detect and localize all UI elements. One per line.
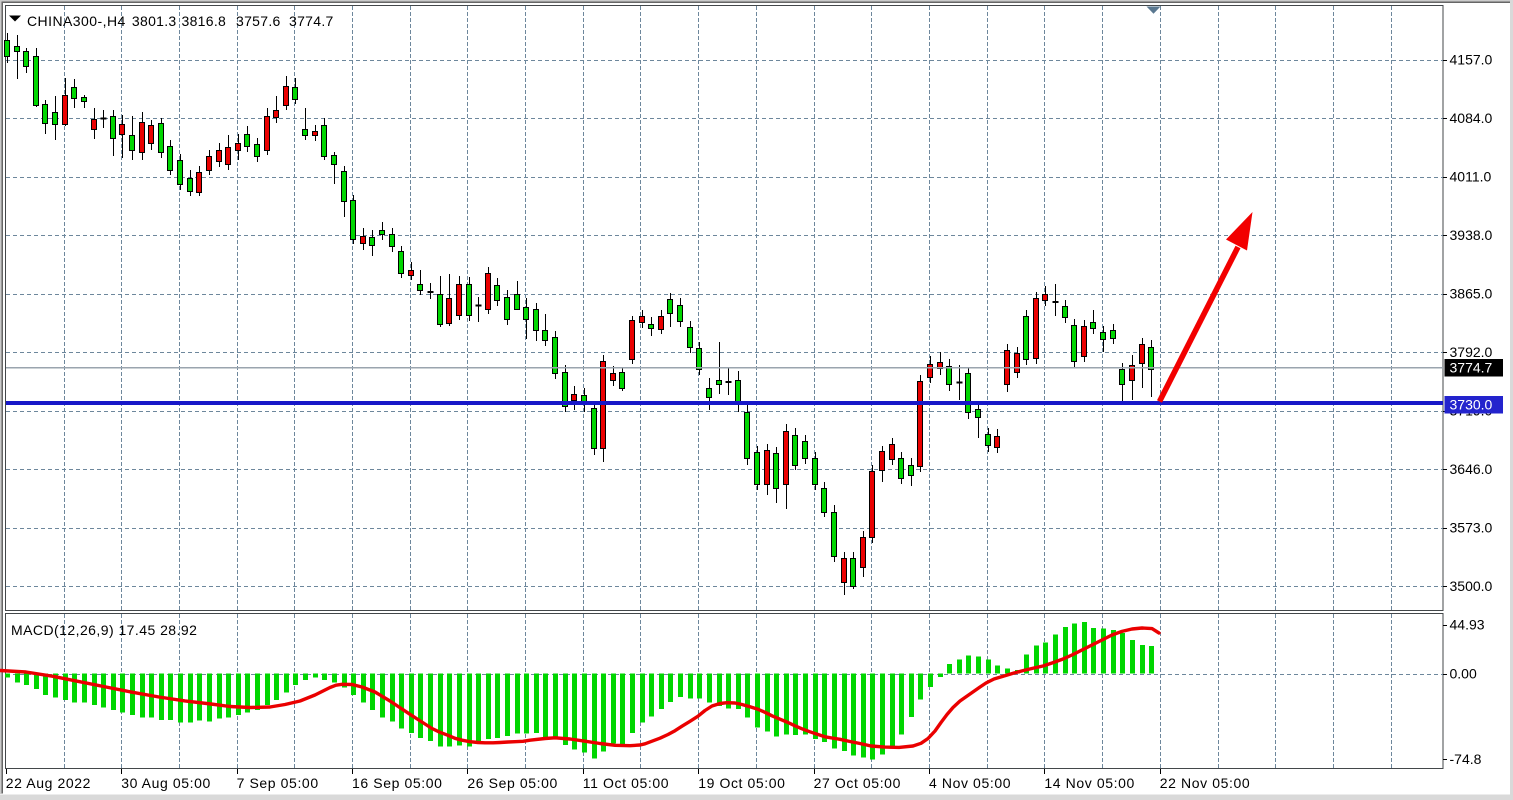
svg-text:3816.8: 3816.8 [182,13,227,29]
svg-text:4011.0: 4011.0 [1450,169,1492,185]
svg-text:3757.6: 3757.6 [236,13,281,29]
svg-text:MACD(12,26,9) 17.45 28.92: MACD(12,26,9) 17.45 28.92 [11,622,197,638]
svg-text:0.00: 0.00 [1450,666,1477,682]
svg-text:22 Aug 2022: 22 Aug 2022 [6,775,91,791]
svg-text:11 Oct 05:00: 11 Oct 05:00 [583,775,669,791]
svg-text:14 Nov 05:00: 14 Nov 05:00 [1044,775,1134,791]
svg-text:30 Aug 05:00: 30 Aug 05:00 [121,775,211,791]
svg-text:3792.0: 3792.0 [1450,344,1493,360]
svg-text:3573.0: 3573.0 [1450,520,1493,536]
svg-text:27 Oct 05:00: 27 Oct 05:00 [814,775,901,791]
svg-text:4157.0: 4157.0 [1450,52,1493,68]
svg-text:-74.8: -74.8 [1450,751,1482,767]
svg-text:16 Sep 05:00: 16 Sep 05:00 [352,775,443,791]
svg-text:26 Sep 05:00: 26 Sep 05:00 [467,775,558,791]
svg-text:3801.3: 3801.3 [132,13,177,29]
svg-text:3938.0: 3938.0 [1450,227,1493,243]
svg-text:4084.0: 4084.0 [1450,110,1493,126]
svg-text:3730.0: 3730.0 [1450,397,1493,413]
svg-text:4 Nov 05:00: 4 Nov 05:00 [929,775,1011,791]
svg-text:3774.7: 3774.7 [1450,360,1493,376]
svg-text:22 Nov 05:00: 22 Nov 05:00 [1160,775,1250,791]
svg-text:3646.0: 3646.0 [1450,461,1493,477]
svg-text:7 Sep 05:00: 7 Sep 05:00 [237,775,319,791]
svg-text:44.93: 44.93 [1450,617,1485,633]
svg-text:19 Oct 05:00: 19 Oct 05:00 [698,775,785,791]
svg-text:3774.7: 3774.7 [289,13,334,29]
svg-text:3865.0: 3865.0 [1450,286,1493,302]
svg-text:CHINA300-,H4: CHINA300-,H4 [27,13,126,29]
svg-text:3500.0: 3500.0 [1450,578,1493,594]
